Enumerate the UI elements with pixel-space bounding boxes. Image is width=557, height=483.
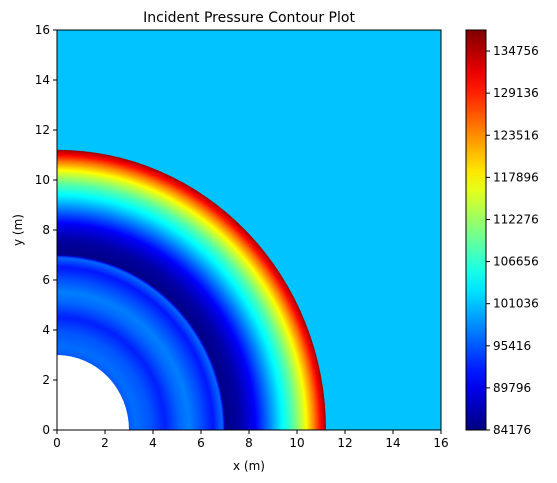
x-tick-label: 4: [149, 436, 157, 450]
x-tick-label: 16: [433, 436, 448, 450]
y-axis-label: y (m): [11, 214, 25, 246]
x-axis: 0 2 4 6 8 10 12 14 16: [53, 430, 449, 450]
y-tick-label: 6: [42, 273, 50, 287]
colorbar-tick-label: 123516: [493, 128, 539, 142]
y-tick-label: 8: [42, 223, 50, 237]
y-tick-label: 16: [35, 23, 50, 37]
colorbar-tick-label: 129136: [493, 86, 539, 100]
blank-core: [57, 355, 129, 430]
colorbar-tick-label: 89796: [493, 381, 531, 395]
x-tick-label: 6: [197, 436, 205, 450]
y-tick-label: 14: [35, 73, 50, 87]
x-axis-label: x (m): [233, 459, 265, 473]
y-axis: 0 2 4 6 8 10 12 14 16: [35, 23, 57, 437]
colorbar-tick-label: 112276: [493, 212, 539, 226]
x-tick-label: 14: [385, 436, 400, 450]
y-tick-label: 10: [35, 173, 50, 187]
y-tick-label: 4: [42, 323, 50, 337]
colorbar-tick-label: 117896: [493, 170, 539, 184]
colorbar-tick-label: 95416: [493, 339, 531, 353]
colorbar-tick-label: 84176: [493, 423, 531, 437]
x-tick-label: 2: [101, 436, 109, 450]
chart-title: Incident Pressure Contour Plot: [143, 10, 355, 26]
y-tick-label: 0: [42, 423, 50, 437]
colorbar-tick-label: 134756: [493, 44, 539, 58]
colorbar-ticks: 134756 129136 123516 117896 112276 106656 1010…: [486, 44, 539, 437]
x-tick-label: 0: [53, 436, 61, 450]
colorbar-gradient: [466, 30, 486, 430]
x-tick-label: 8: [245, 436, 253, 450]
y-tick-label: 12: [35, 123, 50, 137]
colorbar-frame: [465, 29, 487, 431]
x-tick-label: 12: [337, 436, 352, 450]
colorbar: 134756 129136 123516 117896 112276 106656 1010…: [465, 29, 539, 437]
colorbar-tick-label: 106656: [493, 255, 539, 269]
plot-area: [56, 29, 442, 431]
x-tick-label: 10: [289, 436, 304, 450]
y-tick-label: 2: [42, 373, 50, 387]
colorbar-tick-label: 101036: [493, 297, 539, 311]
